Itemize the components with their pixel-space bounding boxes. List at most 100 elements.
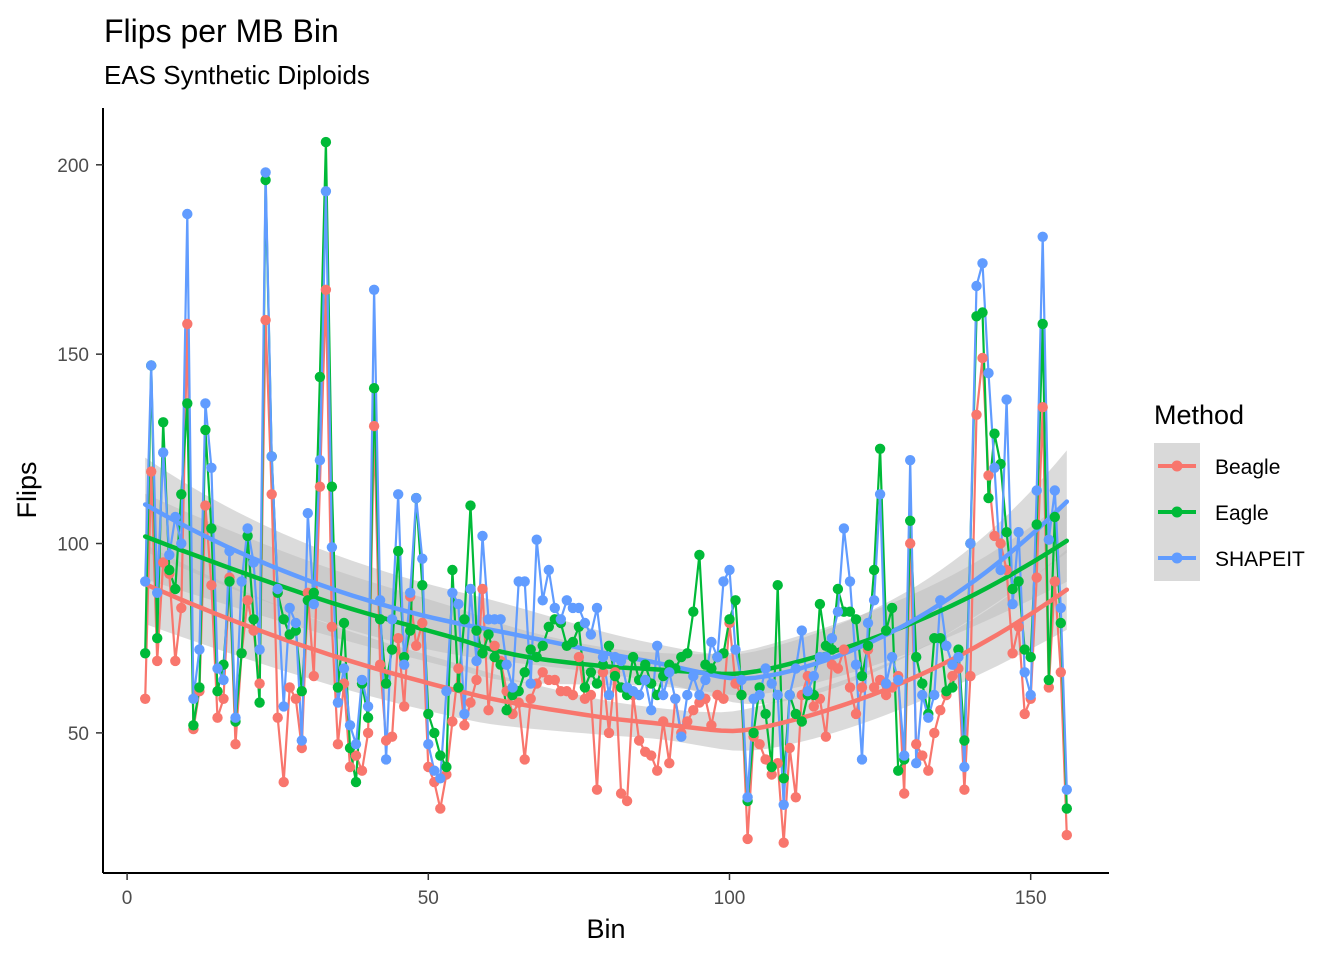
point-shapeit-72 bbox=[573, 602, 585, 614]
point-shapeit-146 bbox=[1019, 667, 1030, 678]
point-eagle-44 bbox=[405, 625, 416, 636]
point-eagle-103 bbox=[760, 708, 771, 720]
point-beagle-71 bbox=[567, 689, 579, 701]
point-beagle-79 bbox=[615, 788, 627, 799]
point-shapeit-138 bbox=[971, 280, 982, 292]
point-eagle-31 bbox=[326, 481, 338, 492]
point-shapeit-39 bbox=[374, 595, 386, 606]
chart-title: Flips per MB Bin bbox=[104, 13, 339, 49]
point-shapeit-96 bbox=[718, 576, 729, 587]
point-shapeit-69 bbox=[555, 614, 566, 625]
point-beagle-41 bbox=[386, 731, 398, 742]
point-shapeit-60 bbox=[501, 659, 512, 670]
point-eagle-125 bbox=[893, 765, 904, 776]
point-eagle-37 bbox=[362, 712, 374, 723]
point-eagle-147 bbox=[1025, 651, 1036, 663]
point-eagle-128 bbox=[911, 651, 922, 663]
legend-title: Method bbox=[1154, 400, 1244, 430]
point-eagle-115 bbox=[832, 583, 844, 595]
point-shapeit-137 bbox=[965, 538, 976, 549]
point-beagle-49 bbox=[435, 803, 446, 814]
point-eagle-60 bbox=[501, 705, 512, 716]
point-beagle-11 bbox=[206, 580, 217, 591]
x-tick-label: 100 bbox=[714, 888, 746, 909]
point-beagle-6 bbox=[176, 602, 187, 614]
point-beagle-38 bbox=[368, 420, 380, 432]
point-beagle-2 bbox=[152, 655, 163, 667]
series-points bbox=[140, 136, 1073, 848]
legend: Method Beagle Eagle SHAPEIT bbox=[1154, 400, 1305, 581]
point-beagle-58 bbox=[489, 640, 500, 651]
point-beagle-57 bbox=[483, 705, 494, 716]
point-shapeit-34 bbox=[344, 720, 356, 731]
point-shapeit-40 bbox=[380, 754, 392, 765]
point-shapeit-49 bbox=[435, 773, 446, 784]
point-shapeit-5 bbox=[170, 511, 181, 523]
point-beagle-139 bbox=[977, 352, 988, 364]
point-shapeit-94 bbox=[706, 636, 717, 648]
point-beagle-63 bbox=[519, 754, 530, 765]
point-beagle-82 bbox=[633, 735, 645, 746]
point-shapeit-139 bbox=[977, 258, 988, 269]
point-eagle-101 bbox=[748, 727, 759, 739]
point-shapeit-145 bbox=[1013, 527, 1024, 538]
point-eagle-145 bbox=[1013, 576, 1024, 587]
point-shapeit-11 bbox=[206, 462, 217, 473]
point-shapeit-36 bbox=[356, 674, 368, 686]
point-beagle-134 bbox=[947, 670, 958, 682]
point-shapeit-118 bbox=[850, 659, 862, 670]
point-shapeit-54 bbox=[465, 583, 476, 595]
point-beagle-76 bbox=[597, 667, 609, 678]
point-shapeit-22 bbox=[272, 583, 283, 595]
y-tick-label: 200 bbox=[57, 156, 89, 177]
point-eagle-140 bbox=[983, 492, 994, 504]
point-shapeit-108 bbox=[790, 663, 801, 674]
point-beagle-104 bbox=[766, 769, 777, 780]
point-beagle-149 bbox=[1037, 402, 1048, 413]
point-shapeit-37 bbox=[362, 701, 374, 712]
point-shapeit-98 bbox=[730, 644, 741, 655]
point-shapeit-124 bbox=[886, 651, 898, 663]
point-beagle-142 bbox=[995, 538, 1006, 549]
point-shapeit-84 bbox=[646, 705, 657, 716]
point-eagle-117 bbox=[844, 606, 856, 617]
point-beagle-115 bbox=[832, 663, 844, 674]
point-eagle-77 bbox=[603, 640, 615, 651]
point-shapeit-15 bbox=[230, 712, 241, 723]
point-eagle-120 bbox=[862, 640, 874, 651]
point-shapeit-95 bbox=[712, 651, 723, 663]
point-beagle-85 bbox=[652, 765, 663, 776]
point-shapeit-30 bbox=[320, 186, 332, 197]
point-shapeit-19 bbox=[254, 644, 265, 655]
point-beagle-18 bbox=[248, 625, 259, 636]
point-beagle-132 bbox=[935, 705, 946, 716]
point-shapeit-43 bbox=[399, 659, 410, 670]
point-eagle-152 bbox=[1055, 617, 1067, 629]
point-eagle-143 bbox=[1001, 527, 1012, 538]
point-beagle-119 bbox=[856, 682, 868, 693]
point-eagle-66 bbox=[537, 640, 548, 651]
point-shapeit-61 bbox=[507, 682, 518, 693]
point-shapeit-29 bbox=[314, 455, 326, 466]
point-beagle-129 bbox=[917, 750, 928, 761]
point-eagle-2 bbox=[152, 633, 163, 644]
point-beagle-35 bbox=[350, 750, 362, 761]
point-shapeit-131 bbox=[929, 689, 940, 701]
point-beagle-138 bbox=[971, 409, 982, 420]
point-shapeit-109 bbox=[796, 625, 807, 636]
point-shapeit-23 bbox=[278, 701, 289, 712]
point-beagle-37 bbox=[362, 727, 374, 739]
y-tick-label: 50 bbox=[68, 724, 89, 745]
point-eagle-109 bbox=[796, 716, 807, 727]
point-beagle-54 bbox=[465, 697, 476, 708]
point-beagle-74 bbox=[585, 689, 597, 701]
point-shapeit-113 bbox=[820, 651, 832, 663]
point-eagle-151 bbox=[1049, 511, 1061, 523]
point-eagle-9 bbox=[194, 682, 205, 693]
point-eagle-104 bbox=[766, 761, 777, 773]
point-eagle-46 bbox=[417, 580, 428, 591]
point-eagle-7 bbox=[182, 398, 193, 409]
x-tick-label: 50 bbox=[418, 888, 439, 909]
chart-subtitle: EAS Synthetic Diploids bbox=[104, 60, 370, 90]
